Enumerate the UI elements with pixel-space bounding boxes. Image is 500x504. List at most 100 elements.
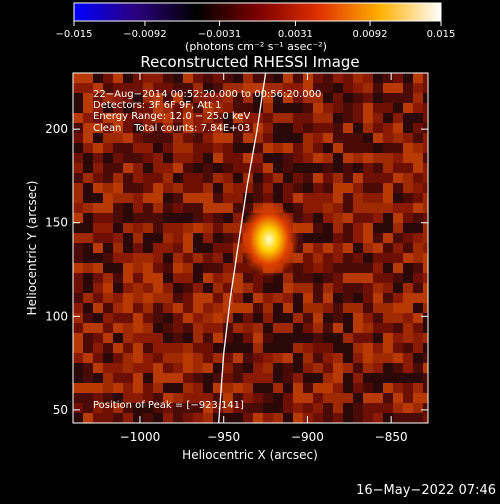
heatmap-cell [153,223,163,233]
heatmap-cell [213,353,223,363]
heatmap-cell [153,333,163,343]
heatmap-cell [103,303,113,313]
heatmap-cell [123,343,133,353]
heatmap-cell [193,353,203,363]
heatmap-cell [343,383,353,393]
heatmap-cell [393,113,403,123]
heatmap-cell [193,233,203,243]
heatmap-cell [233,333,243,343]
heatmap-cell [93,383,103,393]
heatmap-cell [103,123,113,133]
heatmap-cell [173,293,183,303]
heatmap-cell [123,273,133,283]
heatmap-cell [413,293,423,303]
annotation-detectors: Detectors: 3F 6F 9F, Att 1 [93,100,221,111]
heatmap-cell [73,73,83,83]
heatmap-cell [423,243,428,253]
heatmap-cell [333,363,343,373]
heatmap-cell [203,163,213,173]
heatmap-cell [83,133,93,143]
heatmap-cell [193,403,203,413]
heatmap-cell [223,403,233,413]
heatmap-cell [73,193,83,203]
heatmap-cell [393,103,403,113]
heatmap-cell [283,203,293,213]
heatmap-cell [123,203,133,213]
annotation-time-range: 22−Aug−2014 00:52:20.000 to 00:56:20.000 [93,89,321,100]
heatmap-cell [273,393,283,403]
heatmap-cell [383,153,393,163]
heatmap-cell [383,293,393,303]
heatmap-cell [333,123,343,133]
heatmap-cell [343,173,353,183]
heatmap-cell [133,363,143,373]
heatmap-cell [93,73,103,83]
heatmap-cell [93,193,103,203]
heatmap-cell [323,253,333,263]
heatmap-cell [93,333,103,343]
heatmap-cell [163,283,173,293]
heatmap-cell [383,113,393,123]
heatmap-cell [313,123,323,133]
heatmap-cell [123,93,133,103]
heatmap-cell [133,353,143,363]
heatmap-cell [93,253,103,263]
heatmap-cell [163,273,173,283]
heatmap-image [73,73,428,423]
heatmap-cell [73,343,83,353]
heatmap-cell [323,313,333,323]
heatmap-cell [293,303,303,313]
heatmap-cell [83,83,93,93]
heatmap-cell [83,173,93,183]
heatmap-cell [393,263,403,273]
heatmap-cell [213,73,223,83]
heatmap-cell [333,153,343,163]
heatmap-cell [203,373,213,383]
heatmap-cell [313,163,323,173]
heatmap-cell [423,393,428,403]
heatmap-cell [293,213,303,223]
heatmap-cell [193,253,203,263]
heatmap-cell [293,313,303,323]
heatmap-cell [113,313,123,323]
heatmap-cell [123,353,133,363]
heatmap-cell [273,183,283,193]
heatmap-cell [243,373,253,383]
heatmap-cell [303,273,313,283]
heatmap-cell [353,173,363,183]
heatmap-cell [123,303,133,313]
heatmap-cell [113,283,123,293]
heatmap-cell [323,413,333,423]
heatmap-cell [123,373,133,383]
heatmap-cell [283,403,293,413]
heatmap-cell [83,403,93,413]
heatmap-cell [223,363,233,373]
heatmap-cell [143,143,153,153]
plot-frame [72,72,429,424]
heatmap-cell [413,113,423,123]
heatmap-cell [113,353,123,363]
heatmap-cell [423,213,428,223]
heatmap-cell [223,173,233,183]
heatmap-cell [393,323,403,333]
heatmap-cell [163,113,173,123]
heatmap-cell [393,173,403,183]
heatmap-cell [163,173,173,183]
heatmap-cell [233,323,243,333]
heatmap-cell [153,303,163,313]
heatmap-cell [273,373,283,383]
heatmap-cell [413,183,423,193]
heatmap-cell [313,173,323,183]
heatmap-cell [313,353,323,363]
heatmap-cell [423,123,428,133]
heatmap-cell [183,73,193,83]
heatmap-cell [253,333,263,343]
heatmap-cell [133,153,143,163]
heatmap-cell [303,383,313,393]
heatmap-cell [153,183,163,193]
heatmap-cell [323,193,333,203]
heatmap-cell [303,323,313,333]
heatmap-cell [373,413,383,423]
heatmap-cell [283,333,293,343]
heatmap-cell [83,263,93,273]
